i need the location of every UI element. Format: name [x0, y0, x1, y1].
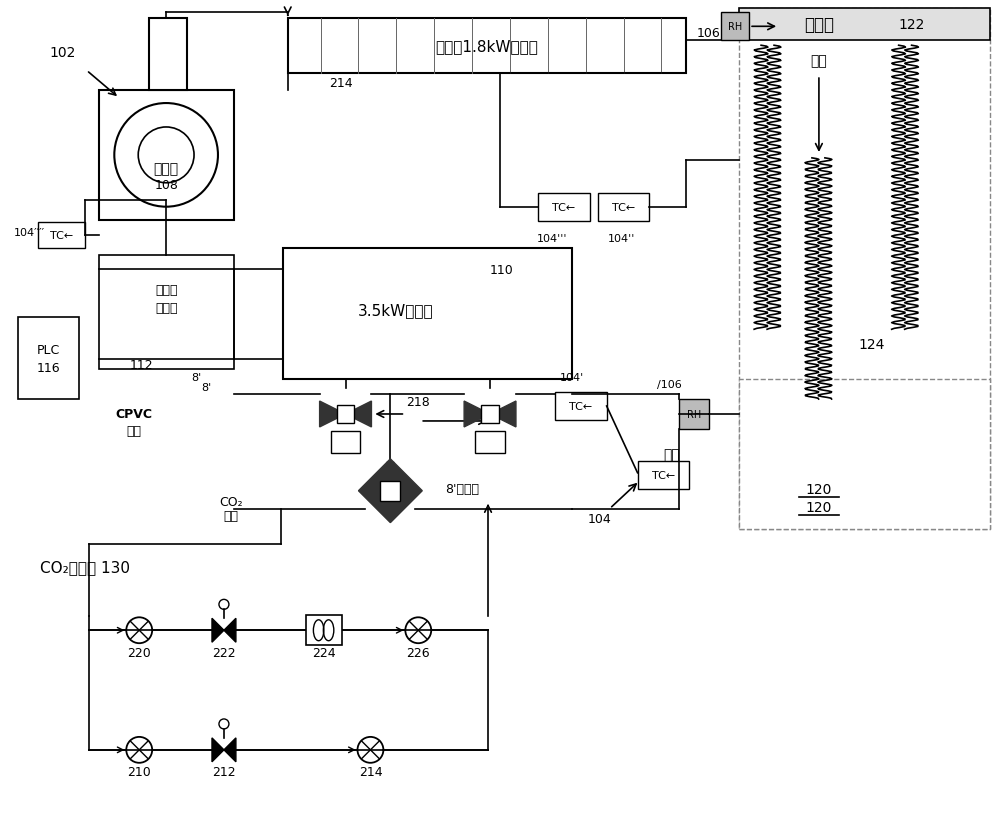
Text: 218: 218 [406, 395, 430, 408]
Text: 214: 214 [329, 76, 352, 89]
Text: 110: 110 [490, 264, 514, 277]
Polygon shape [224, 618, 236, 642]
Bar [149, 20, 187, 91]
Bar [306, 616, 342, 645]
Text: 210: 210 [127, 765, 151, 778]
Text: 十八个1.8kW加热器: 十八个1.8kW加热器 [436, 38, 538, 54]
Bar [679, 400, 709, 429]
Bar [721, 13, 749, 41]
Text: 120: 120 [806, 482, 832, 496]
Bar [99, 91, 234, 220]
Text: 8': 8' [201, 382, 211, 392]
Text: 控制: 控制 [811, 54, 827, 68]
Text: 222: 222 [212, 646, 236, 658]
Text: 8': 8' [191, 373, 201, 382]
Text: 120: 120 [806, 500, 832, 514]
Text: TC←: TC← [652, 470, 675, 480]
Text: 换热器: 换热器 [155, 301, 177, 314]
Bar [475, 432, 505, 453]
Polygon shape [490, 401, 516, 428]
Text: 224: 224 [312, 646, 335, 658]
Text: TC←: TC← [612, 202, 635, 212]
Text: 226: 226 [406, 646, 430, 658]
Bar [288, 20, 686, 74]
Text: 8'气动阀: 8'气动阀 [445, 482, 479, 495]
Text: 104': 104' [560, 373, 584, 382]
Text: 3.5kW深冷器: 3.5kW深冷器 [358, 302, 433, 318]
Bar [638, 461, 689, 489]
Text: 122: 122 [899, 18, 925, 32]
Polygon shape [320, 401, 346, 428]
Text: CPVC: CPVC [116, 408, 153, 421]
Bar [337, 405, 354, 423]
Text: 管道: 管道 [127, 425, 142, 438]
Polygon shape [212, 738, 224, 762]
Polygon shape [224, 738, 236, 762]
Text: 102: 102 [50, 46, 76, 60]
Text: 104''': 104''' [537, 233, 567, 243]
Bar [555, 392, 607, 420]
Text: 124: 124 [859, 337, 885, 352]
Bar [99, 256, 234, 369]
Text: TC←: TC← [552, 202, 575, 212]
Bar [739, 380, 990, 529]
Text: RH: RH [728, 22, 742, 32]
Bar [283, 248, 572, 380]
Bar [538, 193, 590, 221]
Text: 104: 104 [588, 513, 612, 526]
Polygon shape [212, 618, 224, 642]
Polygon shape [358, 459, 422, 523]
Text: 220: 220 [127, 646, 151, 658]
Text: RH: RH [687, 410, 701, 419]
Text: CO₂供给源 130: CO₂供给源 130 [40, 559, 130, 574]
Text: 鼓风机: 鼓风机 [154, 161, 179, 175]
Text: 212: 212 [212, 765, 236, 778]
Text: 深冷器: 深冷器 [155, 283, 177, 296]
Text: TC←: TC← [569, 401, 592, 411]
Bar [739, 9, 990, 41]
Bar [598, 193, 649, 221]
Text: PLC: PLC [37, 343, 60, 356]
Text: TC←: TC← [50, 230, 73, 240]
Text: /106: /106 [657, 380, 682, 390]
Bar [18, 318, 79, 400]
Bar [331, 432, 360, 453]
Bar [481, 405, 499, 423]
Text: 104'': 104'' [608, 233, 635, 243]
Text: 104′′′′: 104′′′′ [14, 228, 45, 238]
Text: 106': 106' [696, 27, 724, 40]
Bar [739, 9, 990, 529]
Text: 入口: 入口 [223, 509, 238, 523]
Text: 集气室: 集气室 [804, 16, 834, 34]
Text: 108: 108 [154, 179, 178, 192]
Text: 214: 214 [359, 765, 382, 778]
Polygon shape [464, 401, 490, 428]
Text: CO₂: CO₂ [219, 495, 243, 509]
Text: 116: 116 [37, 361, 60, 374]
Text: 控制: 控制 [663, 447, 680, 461]
Bar [380, 482, 400, 501]
Bar [38, 223, 85, 248]
Text: 112: 112 [129, 358, 153, 371]
Polygon shape [346, 401, 371, 428]
